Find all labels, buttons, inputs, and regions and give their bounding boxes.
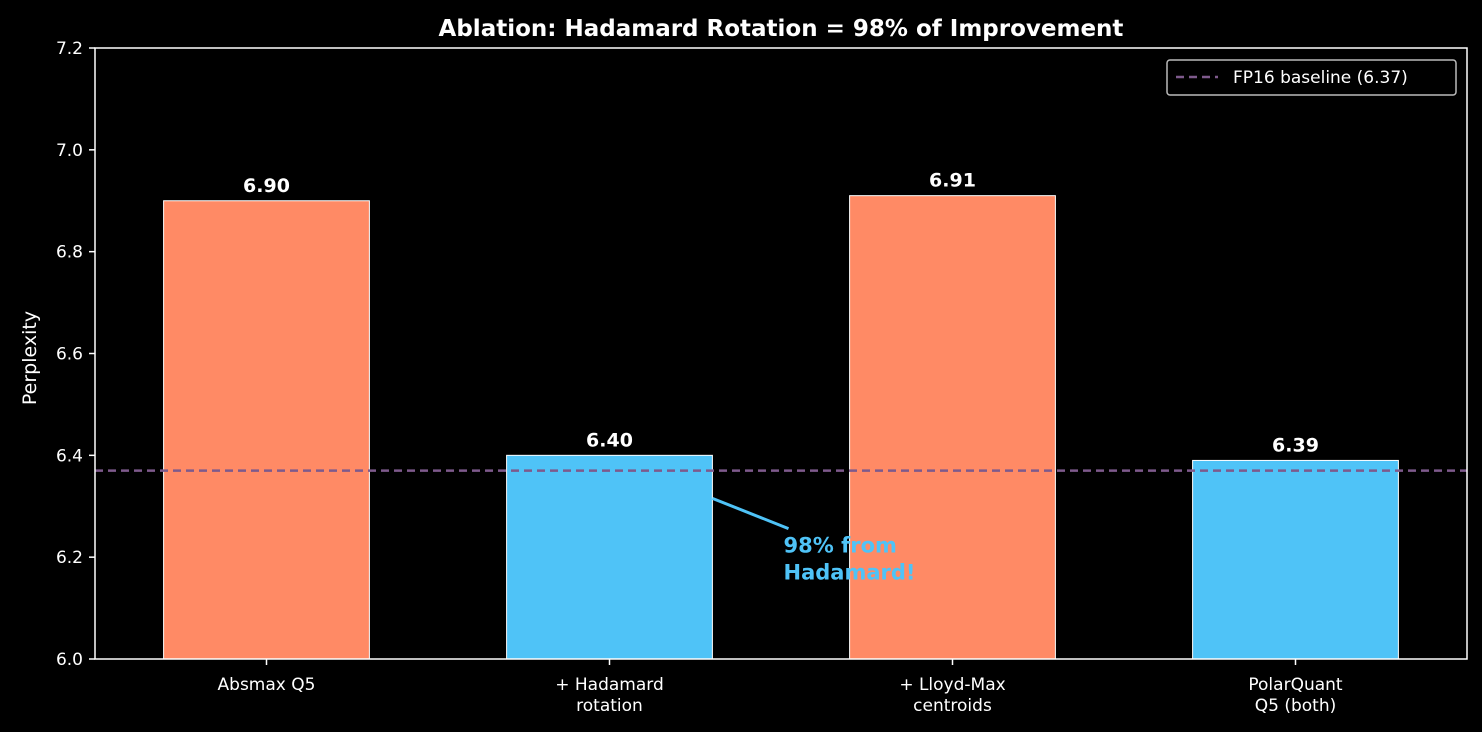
annotation-text-line: Hadamard! — [784, 561, 916, 585]
bar — [163, 200, 370, 660]
plot-area: 6.90 6.40 6.91 6.39 98% from Hadamard! 6.0 6.2 6… — [56, 39, 1468, 716]
chart-title: Ablation: Hadamard Rotation = 98% of Imp… — [439, 16, 1124, 42]
bar-value-label: 6.90 — [243, 175, 290, 197]
annotation-arrow — [711, 496, 790, 531]
bar-value-label: 6.39 — [1272, 434, 1319, 456]
legend: FP16 baseline (6.37) — [1166, 59, 1457, 96]
annotation-text: 98% from Hadamard! — [784, 534, 916, 585]
x-tick-label-line: PolarQuant — [1248, 675, 1343, 695]
y-tick-label: 6.4 — [56, 446, 83, 466]
x-tick-label: PolarQuant Q5 (both) — [1248, 675, 1343, 716]
bar — [849, 195, 1056, 660]
y-tick-label: 6.2 — [56, 548, 83, 568]
legend-box — [1166, 59, 1457, 96]
x-tick-label-line: centroids — [913, 696, 992, 716]
y-axis-label: Perplexity — [19, 311, 41, 405]
bar — [1192, 459, 1399, 660]
x-tick-label-line: rotation — [576, 696, 643, 716]
y-tick-label: 6.8 — [56, 243, 83, 263]
x-tick-label-line: + Hadamard — [555, 675, 664, 695]
annotation-text-line: 98% from — [784, 534, 897, 558]
x-tick-label-line: + Lloyd-Max — [899, 675, 1005, 695]
y-tick-label: 6.6 — [56, 345, 83, 365]
bar-value-label: 6.40 — [586, 429, 633, 451]
x-tick-label: Absmax Q5 — [218, 675, 316, 695]
x-tick-label: + Hadamard rotation — [555, 675, 664, 716]
x-tick-label: + Lloyd-Max centroids — [899, 675, 1005, 716]
x-tick-label-line: Q5 (both) — [1255, 696, 1337, 716]
y-tick-label: 6.0 — [56, 650, 83, 670]
bar-value-label: 6.91 — [929, 170, 976, 192]
y-tick-label: 7.2 — [56, 39, 83, 59]
x-tick-label-line: Absmax Q5 — [218, 675, 316, 695]
bar — [506, 454, 713, 660]
legend-baseline-label: FP16 baseline (6.37) — [1233, 68, 1408, 88]
y-tick-label: 7.0 — [56, 141, 83, 161]
